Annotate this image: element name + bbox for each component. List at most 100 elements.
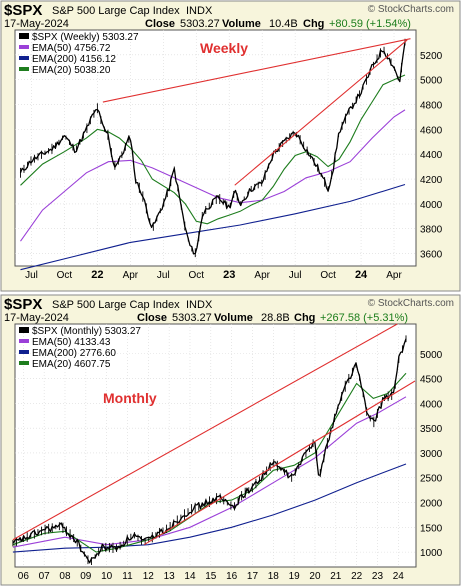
legend-price-label: $SPX (Weekly) 5303.27 [32,32,139,43]
legend: $SPX (Monthly) 5303.27 EMA(50) 4133.43 E… [19,326,141,370]
y-tick-label: 4600 [420,125,443,136]
y-tick-label: 2500 [420,474,443,485]
x-tick-label: 12 [143,571,155,582]
chart-symbol: $SPX [4,296,42,313]
series-group [19,38,406,271]
legend: $SPX (Weekly) 5303.27 EMA(50) 4756.72 EM… [19,32,139,76]
chart-date: 17-May-2024 [4,18,69,30]
trendline-group [12,323,416,546]
legend-item-ema50: EMA(50) 4133.43 [19,337,111,348]
x-tick-label: Apr [386,270,402,281]
trendline [143,380,416,546]
x-tick-label: 18 [268,571,280,582]
volume-value: 10.4B [269,18,298,30]
x-tick-label: 16 [226,571,238,582]
x-tick-label: Oct [188,270,204,281]
y-tick-label: 4200 [420,175,443,186]
x-tick-label: Jul [25,270,38,281]
close-value: 5303.27 [180,18,220,30]
x-tick-label: 22 [351,571,363,582]
chart-name: S&P 500 Large Cap Index [52,5,180,17]
trendline [102,38,411,103]
timeframe-annotation: Monthly [103,390,157,406]
trendline [12,323,398,541]
x-tick-label: 20 [309,571,321,582]
y-tick-label: 4800 [420,101,443,112]
ema50-line [12,396,407,548]
legend-item-ema200: EMA(200) 2776.60 [19,348,116,359]
ema20-line [20,74,406,225]
volume-label: Volume [222,18,261,30]
close-label: Close [137,312,167,324]
x-tick-label: 24 [355,269,368,281]
y-tick-label: 5200 [420,51,443,62]
legend-ema50-label: EMA(50) 4756.72 [32,43,111,54]
chg-value: +80.59 (+1.54%) [329,18,411,30]
chart-exchange: INDX [186,5,213,17]
ema20-line [12,372,407,553]
x-tick-label: 06 [18,571,30,582]
y-tick-label: 3500 [420,424,443,435]
legend-item-ema20: EMA(20) 4607.75 [19,359,111,370]
x-tick-label: 13 [164,571,176,582]
x-tick-label: Apr [123,270,139,281]
ema200-line [12,463,407,553]
y-tick-label: 4000 [420,399,443,410]
x-tick-label: 07 [39,571,51,582]
legend-item-ema20: EMA(20) 5038.20 [19,65,111,76]
plot-area [14,323,417,568]
chart-name: S&P 500 Large Cap Index [52,299,180,311]
x-tick-label: 11 [122,571,133,582]
x-tick-label: 23 [372,571,384,582]
x-tick-label: Apr [254,270,270,281]
series-group [12,335,407,565]
chart-exchange: INDX [186,299,213,311]
x-tick-label: Jul [157,270,170,281]
x-axis: Jul Oct 22 Apr Jul Oct 23 Apr Jul Oct 24 Apr [25,269,402,281]
legend-item-ema200: EMA(200) 4156.12 [19,54,116,65]
ema200-line [20,183,406,271]
y-tick-label: 4000 [420,200,443,211]
y-tick-label: 2000 [420,499,443,510]
price-line [19,41,406,255]
legend-price-label: $SPX (Monthly) 5303.27 [32,326,141,337]
y-tick-label: 4400 [420,150,443,161]
chg-value: +267.58 (+5.31%) [320,312,408,324]
y-tick-label: 3600 [420,250,443,261]
weekly-chart: $SPX S&P 500 Large Cap Index INDX © Stoc… [0,0,461,292]
y-tick-label: 5000 [420,350,443,361]
y-tick-label: 1500 [420,523,443,534]
legend-item-ema50: EMA(50) 4756.72 [19,43,111,54]
x-tick-label: 15 [205,571,217,582]
x-tick-label: 23 [223,269,235,281]
chg-label: Chg [303,18,324,30]
legend-item-price: $SPX (Monthly) 5303.27 [19,326,141,337]
x-tick-label: 14 [184,571,196,582]
y-axis: 1000 1500 2000 2500 3000 3500 4000 4500 5000 [420,350,443,559]
timeframe-annotation: Weekly [200,40,248,56]
chart-watermark: © StockCharts.com [368,298,454,309]
legend-ema20-label: EMA(20) 4607.75 [32,359,111,370]
chart-watermark: © StockCharts.com [368,4,454,15]
y-tick-label: 5000 [420,76,443,87]
y-tick-label: 3000 [420,449,443,460]
x-tick-label: Oct [57,270,73,281]
chart-date: 17-May-2024 [4,312,69,324]
x-tick-label: 22 [91,269,103,281]
x-tick-label: 17 [247,571,259,582]
trendline-group [102,38,411,186]
legend-ema20-label: EMA(20) 5038.20 [32,65,111,76]
chart-symbol: $SPX [4,2,42,19]
chg-label: Chg [294,312,315,324]
trendline [234,39,408,186]
x-tick-label: Jul [289,270,302,281]
volume-value: 28.8B [261,312,290,324]
x-tick-label: 19 [289,571,301,582]
monthly-chart: $SPX S&P 500 Large Cap Index INDX © Stoc… [0,294,461,586]
close-value: 5303.27 [172,312,212,324]
volume-label: Volume [214,312,253,324]
x-tick-label: 24 [393,571,405,582]
y-tick-label: 1000 [420,548,443,559]
x-tick-label: 08 [59,571,71,582]
